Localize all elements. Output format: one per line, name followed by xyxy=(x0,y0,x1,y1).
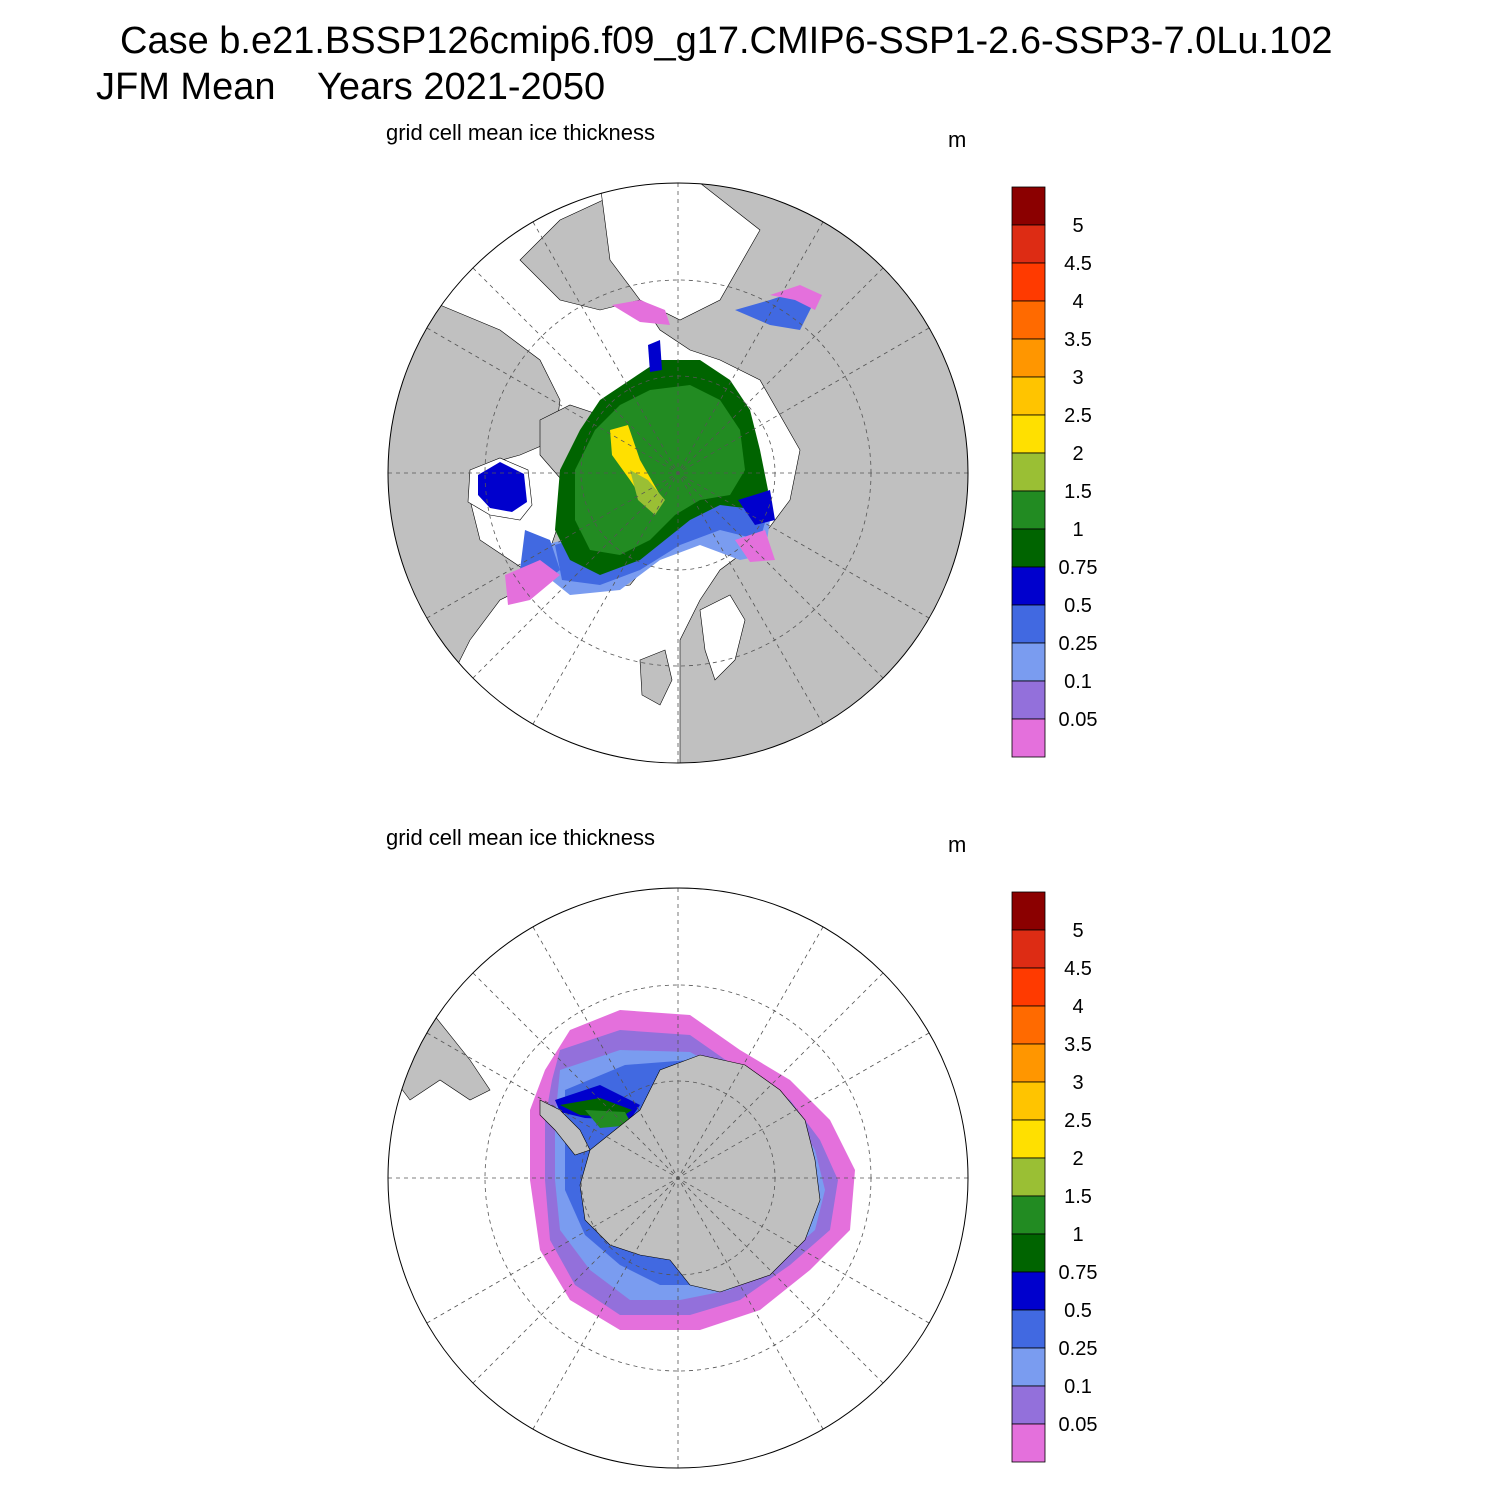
colorbar-tick-label: 3.5 xyxy=(1064,1034,1092,1056)
colorbar-swatch xyxy=(1011,1043,1046,1083)
panel-south-subtitle: grid cell mean ice thickness xyxy=(386,825,656,850)
bering-ice xyxy=(648,340,662,372)
colorbar-tick-label: 0.25 xyxy=(1059,1338,1098,1360)
colorbar-tick-label: 3 xyxy=(1072,367,1083,389)
panel-south-units: m xyxy=(948,832,967,857)
colorbar-swatch xyxy=(1011,376,1046,416)
weddell-ice-green xyxy=(585,1110,632,1128)
colorbar-swatch xyxy=(1011,1081,1046,1121)
labrador-ice-edge xyxy=(505,560,560,605)
colorbar-swatch xyxy=(1011,1005,1046,1045)
colorbar-tick-label: 0.1 xyxy=(1064,671,1092,693)
colorbar-north: 5 4.5 4 3.5 3 2.5 2 1.5 1 0.75 0.5 0.25 0.1 0.05 xyxy=(1011,186,1098,758)
colorbar-swatch xyxy=(1011,1271,1046,1311)
colorbar-swatch xyxy=(1011,490,1046,530)
colorbar-tick-label: 3.5 xyxy=(1064,329,1092,351)
colorbar-tick-label: 0.05 xyxy=(1059,1414,1098,1436)
colorbar-swatch xyxy=(1011,414,1046,454)
colorbar-swatch xyxy=(1011,1423,1046,1463)
colorbar-tick-label: 2 xyxy=(1072,1148,1083,1170)
colorbar-swatch xyxy=(1011,1119,1046,1159)
colorbar-tick-label: 5 xyxy=(1072,920,1083,942)
colorbar-swatch xyxy=(1011,929,1046,969)
colorbar-tick-label: 5 xyxy=(1072,215,1083,237)
colorbar-tick-label: 0.1 xyxy=(1064,1376,1092,1398)
eurasia-landmass xyxy=(519,183,968,763)
colorbar-tick-label: 0.25 xyxy=(1059,633,1098,655)
colorbar-tick-label: 4.5 xyxy=(1064,253,1092,275)
colorbar-swatch xyxy=(1011,1347,1046,1387)
arctic-ice-thick xyxy=(575,385,745,555)
colorbar-swatch xyxy=(1011,262,1046,302)
colorbar-tick-label: 2 xyxy=(1072,443,1083,465)
colorbar-south: 5 4.5 4 3.5 3 2.5 2 1.5 1 0.75 0.5 0.25 0.1 0.05 xyxy=(1011,891,1098,1463)
colorbar-swatch xyxy=(1011,528,1046,568)
british-isles xyxy=(639,649,673,706)
colorbar-tick-label: 1.5 xyxy=(1064,481,1092,503)
colorbar-tick-label: 2.5 xyxy=(1064,1110,1092,1132)
colorbar-tick-label: 1.5 xyxy=(1064,1186,1092,1208)
colorbar-swatch xyxy=(1011,1385,1046,1425)
panel-north-units: m xyxy=(948,127,967,152)
colorbar-swatch xyxy=(1011,300,1046,340)
barents-ice-edge xyxy=(735,530,775,562)
colorbar-tick-label: 1 xyxy=(1072,1224,1083,1246)
antarctic-peninsula xyxy=(539,1099,591,1156)
baltic-sea xyxy=(699,594,746,681)
barents-ice xyxy=(738,490,775,525)
figure-title: Case b.e21.BSSP126cmip6.f09_g17.CMIP6-SS… xyxy=(120,20,1333,62)
colorbar-swatch xyxy=(1011,452,1046,492)
colorbar-swatch xyxy=(1011,718,1046,758)
colorbar-tick-label: 2.5 xyxy=(1064,405,1092,427)
colorbar-tick-label: 4 xyxy=(1072,291,1083,313)
panel-north-subtitle: grid cell mean ice thickness xyxy=(386,120,656,145)
colorbar-swatch xyxy=(1011,604,1046,644)
colorbar-swatch xyxy=(1011,186,1046,226)
bering-sea xyxy=(599,183,761,321)
colorbar-swatch xyxy=(1011,224,1046,264)
okhotsk-ice-edge xyxy=(770,285,822,310)
antarctica-landmass xyxy=(579,1054,821,1293)
colorbar-swatch xyxy=(1011,1309,1046,1349)
hudson-bay-ice xyxy=(478,462,527,512)
colorbar-swatch xyxy=(1011,891,1046,931)
arctic-ice-yellow-green xyxy=(630,470,665,515)
colorbar-tick-label: 1 xyxy=(1072,519,1083,541)
south-polar-map xyxy=(387,887,969,1469)
colorbar-tick-label: 0.75 xyxy=(1059,557,1098,579)
colorbar-swatch xyxy=(1011,338,1046,378)
colorbar-tick-label: 0.5 xyxy=(1064,595,1092,617)
colorbar-swatch xyxy=(1011,1233,1046,1273)
colorbar-swatch xyxy=(1011,967,1046,1007)
colorbar-swatch xyxy=(1011,566,1046,606)
colorbar-tick-label: 0.05 xyxy=(1059,709,1098,731)
north-polar-map xyxy=(387,182,969,764)
colorbar-swatch xyxy=(1011,642,1046,682)
colorbar-swatch xyxy=(1011,1157,1046,1197)
bering-ice-edge xyxy=(612,300,670,325)
colorbar-tick-label: 0.75 xyxy=(1059,1262,1098,1284)
colorbar-tick-label: 4.5 xyxy=(1064,958,1092,980)
colorbar-swatch xyxy=(1011,680,1046,720)
colorbar-swatch xyxy=(1011,1195,1046,1235)
colorbar-tick-label: 4 xyxy=(1072,996,1083,1018)
colorbar-tick-label: 3 xyxy=(1072,1072,1083,1094)
figure-subtitle: JFM Mean Years 2021-2050 xyxy=(96,66,606,108)
colorbar-tick-label: 0.5 xyxy=(1064,1300,1092,1322)
